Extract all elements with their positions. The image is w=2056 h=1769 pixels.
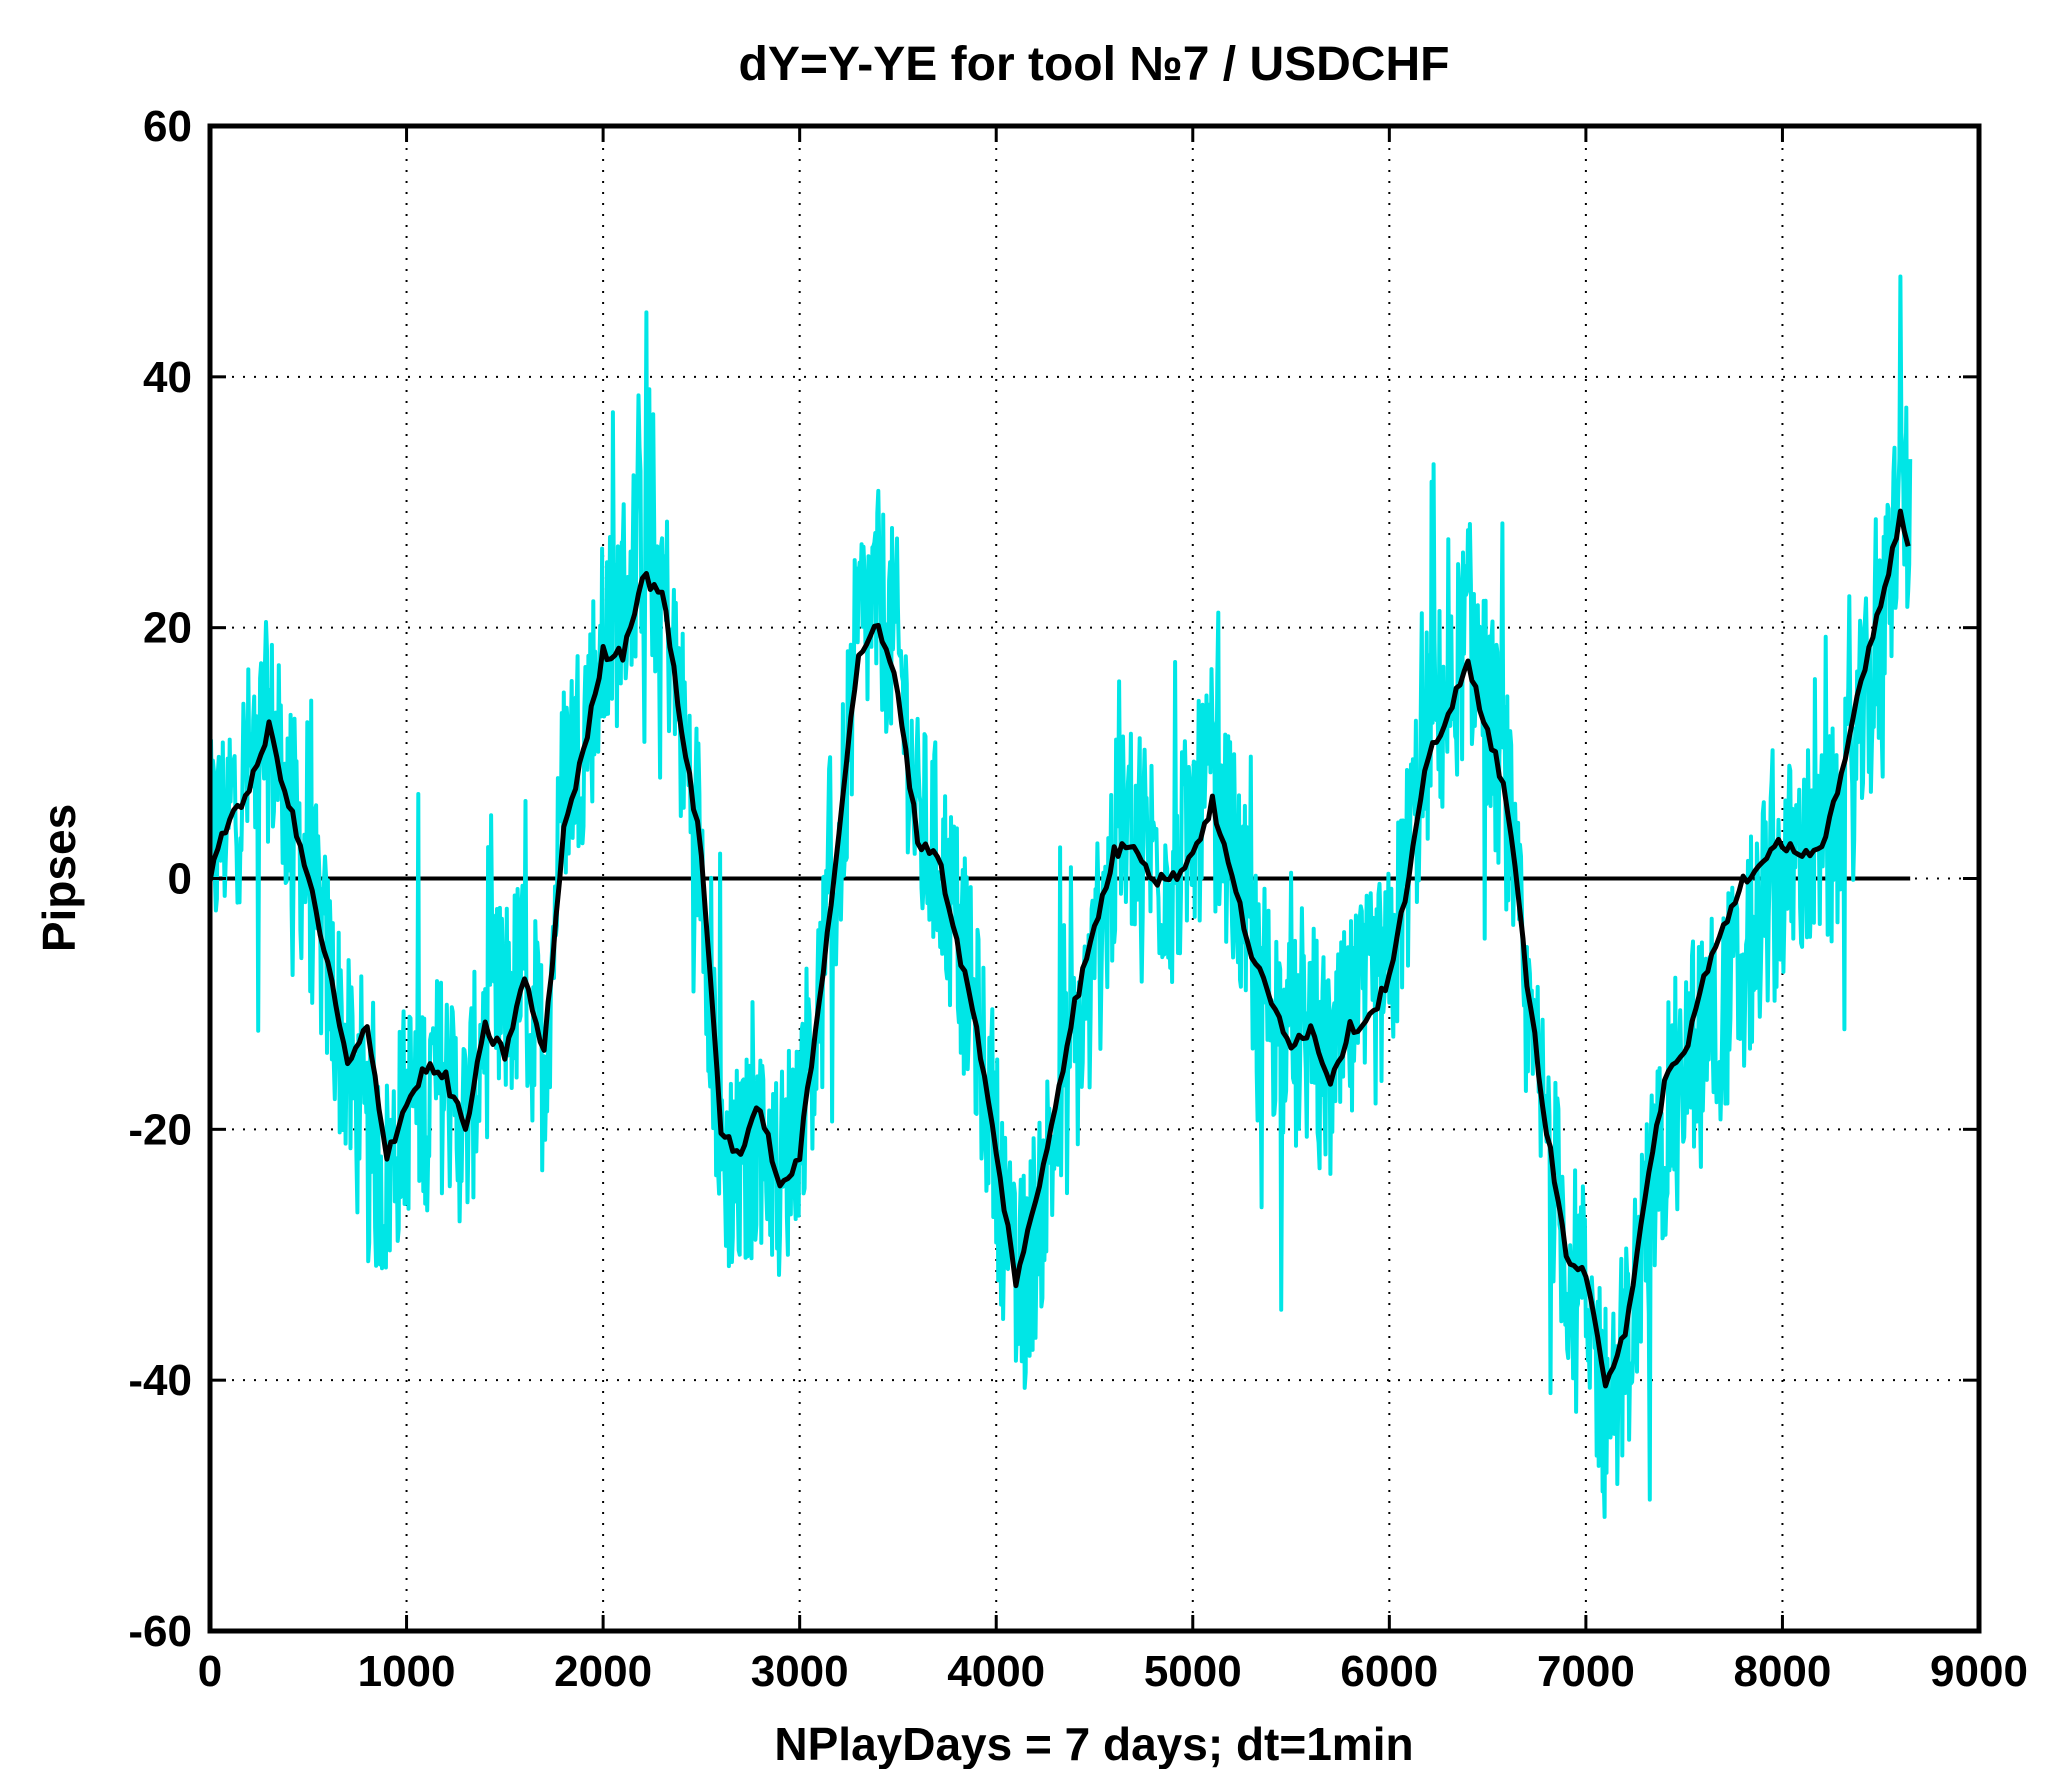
y-axis-label: Pipses [33,804,85,952]
y-tick-label: -60 [128,1607,192,1656]
chart-title: dY=Y-YE for tool №7 / USDCHF [739,38,1450,91]
x-axis-label: NPlayDays = 7 days; dt=1min [774,1718,1413,1769]
x-axis-ticks: 0 1000 2000 3000 4000 5000 6000 7000 8000 9000 [198,126,2028,1696]
series-smoothed [207,508,1911,1389]
y-tick-label: -40 [128,1356,192,1405]
y-tick-label: 60 [143,102,192,151]
x-tick-label: 4000 [947,1647,1045,1696]
x-tick-label: 3000 [751,1647,849,1696]
x-tick-label: 7000 [1537,1647,1635,1696]
x-tick-label: 9000 [1930,1647,2028,1696]
x-tick-label: 1000 [358,1647,456,1696]
y-tick-label: 40 [143,353,192,402]
x-tick-label: 8000 [1733,1647,1831,1696]
series-dy-raw [208,274,1913,1519]
y-tick-label: -20 [128,1105,192,1154]
y-axis-ticks: -60 -40 -20 0 20 40 60 [128,102,1979,1656]
x-tick-label: 6000 [1340,1647,1438,1696]
y-tick-label: 20 [143,604,192,653]
x-tick-label: 2000 [554,1647,652,1696]
x-tick-label: 5000 [1144,1647,1242,1696]
y-tick-label: 0 [168,855,192,904]
x-tick-label: 0 [198,1647,222,1696]
